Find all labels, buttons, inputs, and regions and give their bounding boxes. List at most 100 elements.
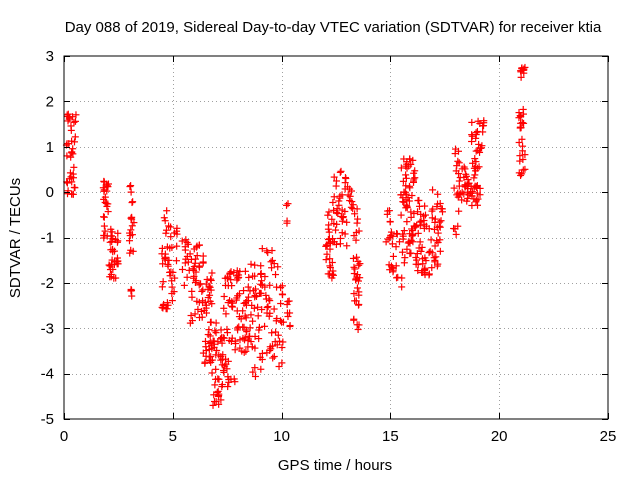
data-point-marker	[384, 207, 392, 215]
data-point-marker	[518, 135, 526, 143]
data-point-marker	[126, 183, 134, 191]
data-point-marker	[330, 238, 338, 246]
data-point-marker	[272, 317, 280, 325]
data-point-marker	[283, 219, 291, 227]
data-point-marker	[246, 287, 254, 295]
data-point-marker	[329, 267, 337, 275]
data-point-marker	[127, 287, 135, 295]
data-point-marker	[65, 175, 73, 183]
data-point-marker	[460, 173, 468, 181]
data-point-marker	[468, 131, 476, 139]
data-point-marker	[453, 162, 461, 170]
data-point-marker	[265, 295, 273, 303]
data-point-marker	[199, 286, 207, 294]
data-point-marker	[471, 171, 479, 179]
data-point-marker	[199, 349, 207, 357]
data-point-marker	[341, 230, 349, 238]
data-point-marker	[127, 188, 135, 196]
data-point-marker	[70, 118, 78, 126]
data-point-marker	[472, 134, 480, 142]
data-point-marker	[515, 169, 523, 177]
data-point-marker	[203, 275, 211, 283]
data-point-marker	[183, 252, 191, 260]
data-point-marker	[353, 219, 361, 227]
y-tick-label: -2	[41, 275, 54, 292]
data-point-marker	[195, 262, 203, 270]
data-point-marker	[235, 323, 243, 331]
data-point-marker	[201, 359, 209, 367]
data-point-marker	[220, 304, 228, 312]
data-point-marker	[474, 201, 482, 209]
data-point-marker	[336, 234, 344, 242]
y-axis: 3 2 1 0 -1 -2 -3 -4 -5	[41, 48, 608, 428]
data-point-marker	[425, 271, 433, 279]
data-point-marker	[66, 169, 74, 177]
data-point-marker	[261, 273, 269, 281]
data-point-marker	[168, 297, 176, 305]
data-point-marker	[109, 248, 117, 256]
data-point-marker	[330, 173, 338, 181]
data-point-marker	[350, 316, 358, 324]
data-point-marker	[518, 119, 526, 127]
data-point-marker	[405, 162, 413, 170]
data-point-marker	[479, 122, 487, 130]
data-point-marker	[100, 178, 108, 186]
data-point-marker	[473, 127, 481, 135]
data-point-marker	[107, 225, 115, 233]
data-point-marker	[71, 117, 79, 125]
data-point-marker	[224, 373, 232, 381]
data-point-marker	[190, 245, 198, 253]
data-point-marker	[166, 272, 174, 280]
data-point-marker	[201, 298, 209, 306]
data-point-marker	[266, 297, 274, 305]
data-point-marker	[460, 163, 468, 171]
data-point-marker	[278, 359, 286, 367]
data-point-marker	[222, 281, 230, 289]
y-tick-label: 1	[46, 139, 54, 156]
data-point-marker	[215, 390, 223, 398]
data-point-marker	[329, 198, 337, 206]
data-point-marker	[181, 259, 189, 267]
data-point-marker	[472, 147, 480, 155]
x-tick-label: 10	[273, 428, 290, 445]
data-point-marker	[335, 197, 343, 205]
y-tick-label: -1	[41, 230, 54, 247]
data-point-marker	[128, 222, 136, 230]
y-tick-label: -3	[41, 320, 54, 337]
x-axis: 0 5 10 15 20 25	[60, 56, 616, 445]
data-point-marker	[205, 346, 213, 354]
data-point-marker	[382, 238, 390, 246]
data-point-marker	[100, 195, 108, 203]
data-point-marker	[212, 351, 220, 359]
data-point-marker	[218, 383, 226, 391]
data-point-marker	[470, 174, 478, 182]
data-point-marker	[324, 225, 332, 233]
data-point-marker	[421, 265, 429, 273]
data-point-marker	[114, 229, 122, 237]
data-point-marker	[338, 191, 346, 199]
data-point-marker	[70, 183, 78, 191]
data-point-marker	[480, 117, 488, 125]
data-point-marker	[249, 368, 257, 376]
data-point-marker	[403, 218, 411, 226]
data-point-marker	[204, 294, 212, 302]
data-point-marker	[349, 254, 357, 262]
data-point-marker	[195, 314, 203, 322]
data-point-marker	[275, 363, 283, 371]
data-point-marker	[257, 262, 265, 270]
data-point-marker	[420, 217, 428, 225]
data-point-marker	[270, 352, 278, 360]
data-point-marker	[413, 250, 421, 258]
data-point-marker	[252, 285, 260, 293]
data-point-marker	[431, 242, 439, 250]
data-point-marker	[478, 142, 486, 150]
data-point-marker	[436, 223, 444, 231]
data-point-marker	[452, 230, 460, 238]
data-point-marker	[212, 375, 220, 383]
data-point-marker	[228, 302, 236, 310]
data-point-marker	[100, 222, 108, 230]
data-point-marker	[199, 258, 207, 266]
x-tick-label: 15	[382, 428, 399, 445]
data-point-marker	[355, 277, 363, 285]
data-point-marker	[271, 338, 279, 346]
